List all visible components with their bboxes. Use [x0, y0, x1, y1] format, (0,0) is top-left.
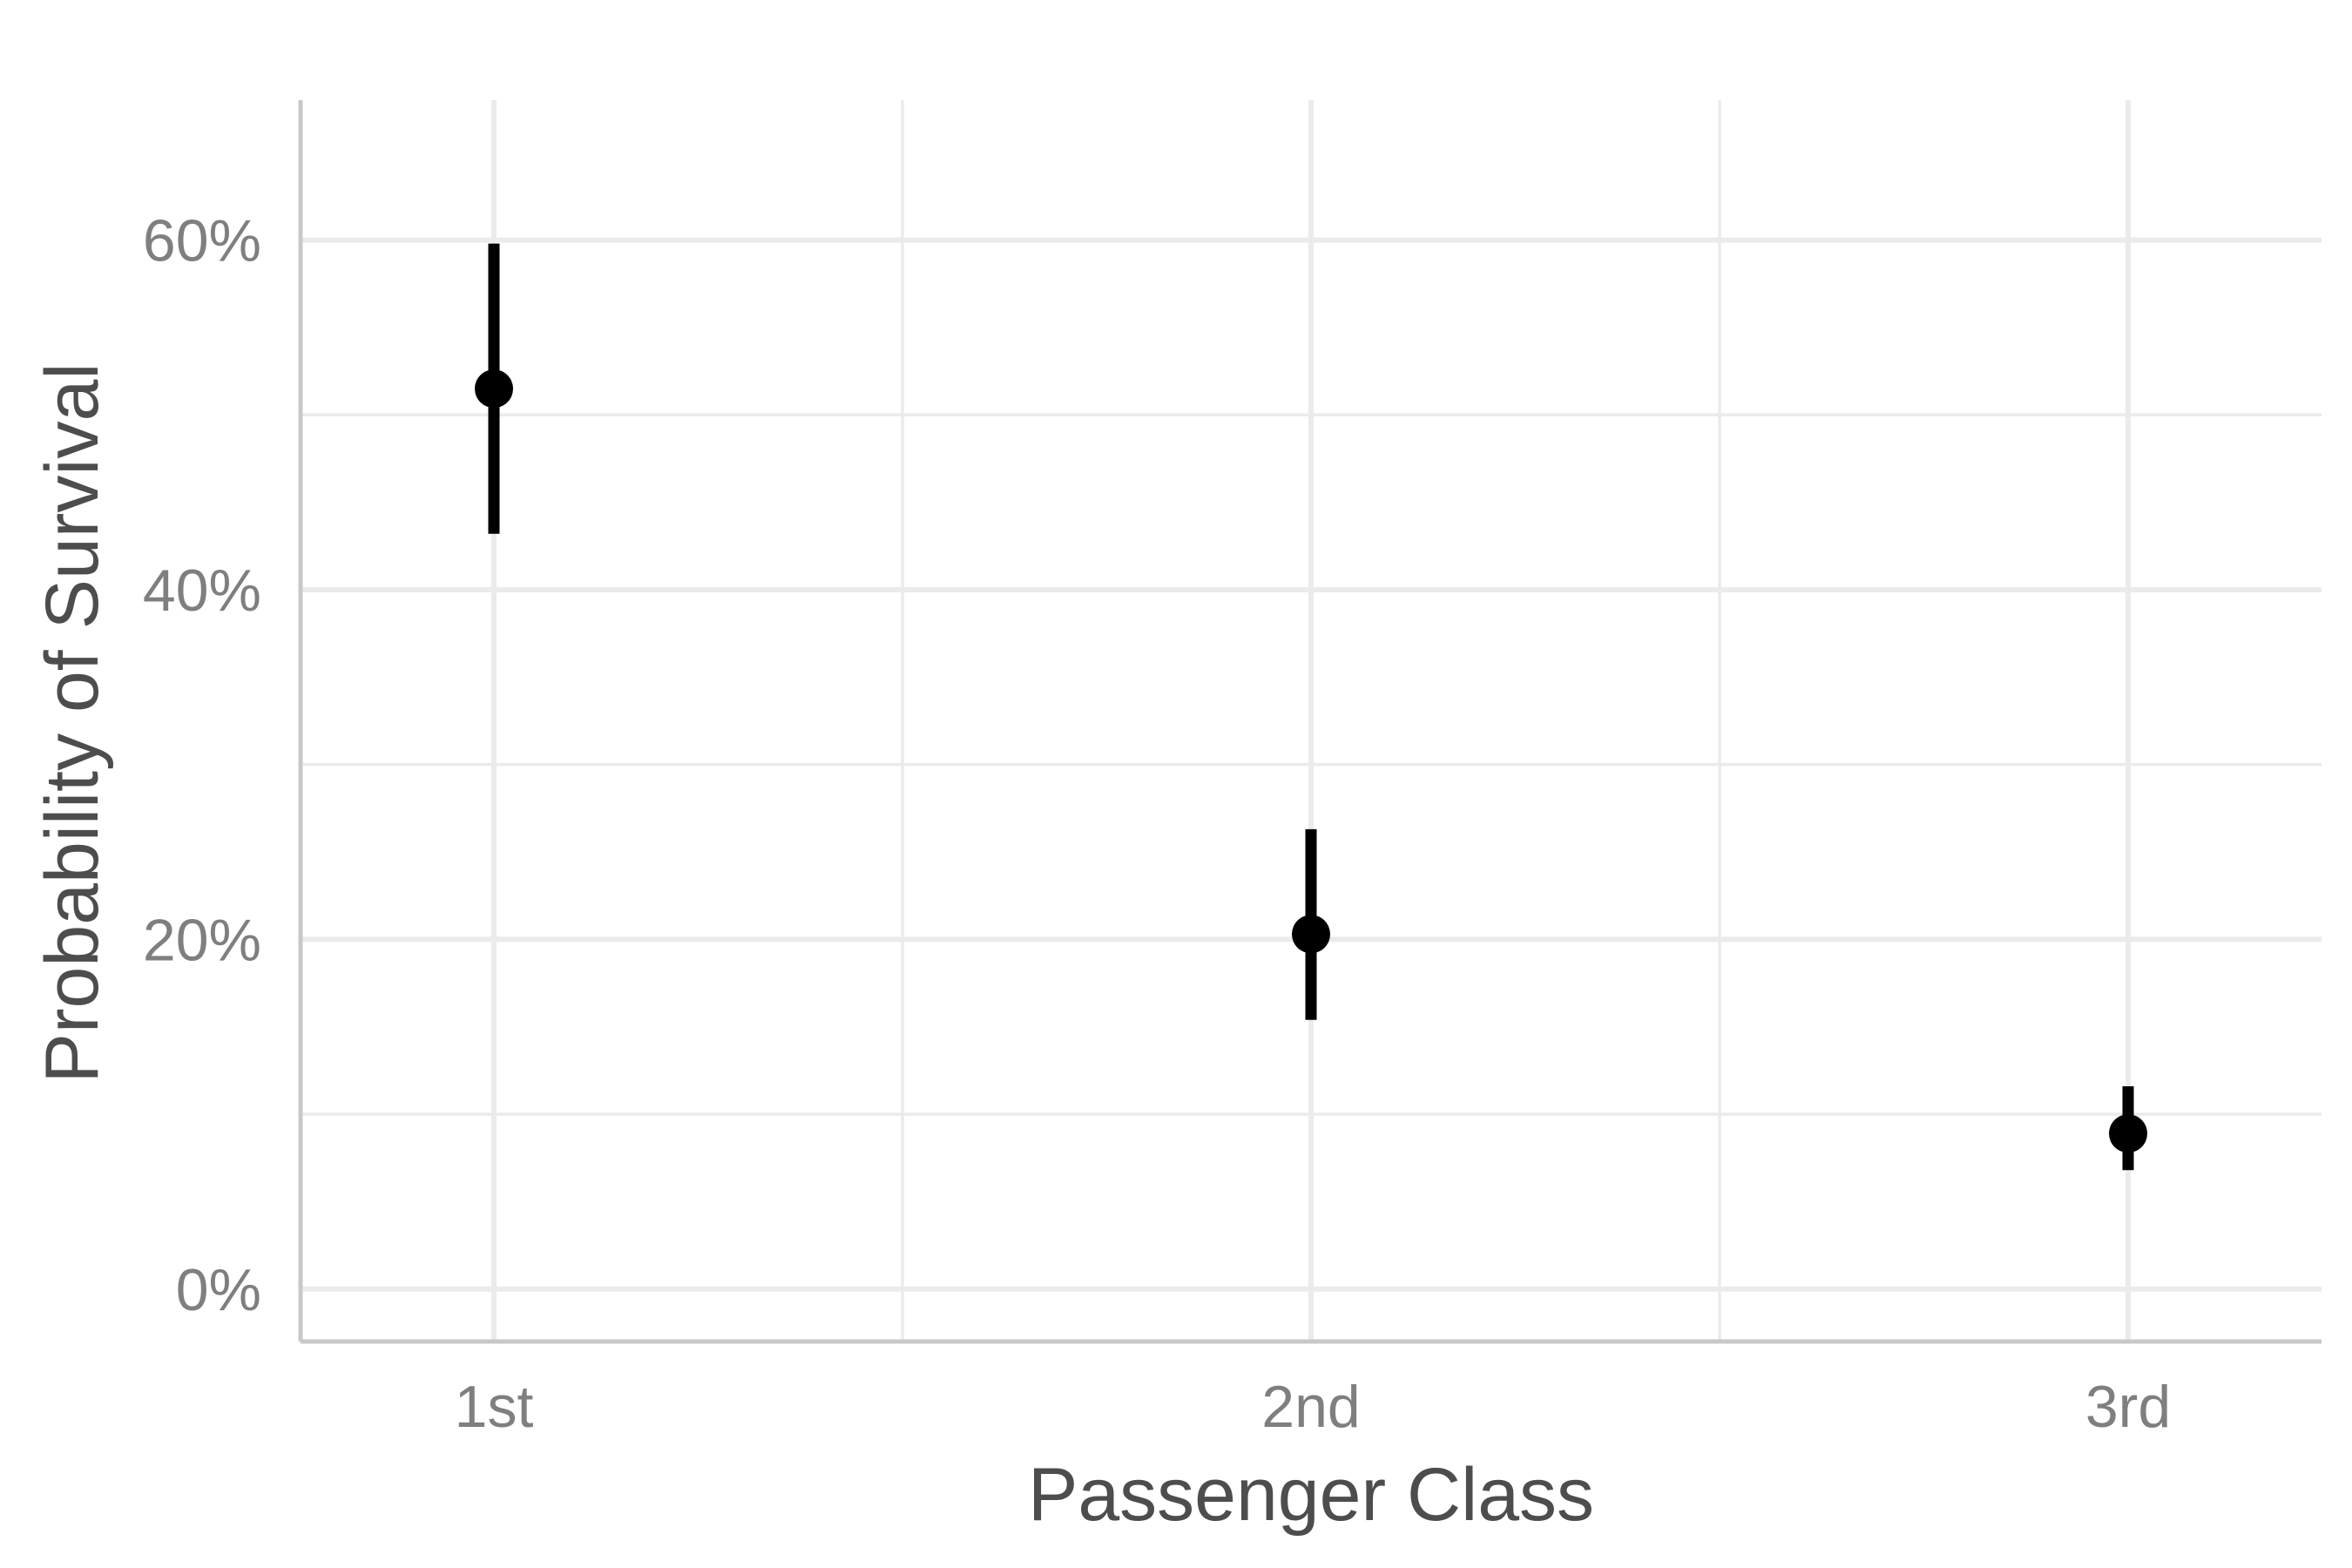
data-point [475, 369, 513, 409]
x-tick-label: 3rd [2085, 1374, 2171, 1440]
y-tick-label: 60% [143, 208, 261, 274]
data-point [2109, 1114, 2147, 1153]
gridlines [301, 100, 2322, 1342]
x-axis-title: Passenger Class [1028, 1453, 1594, 1537]
y-tick-label: 20% [143, 907, 261, 973]
x-tick-label: 2nd [1261, 1374, 1360, 1440]
y-tick-label: 40% [143, 558, 261, 624]
x-tick-label: 1st [455, 1374, 534, 1440]
axes [298, 100, 2322, 1344]
y-tick-label: 0% [176, 1257, 261, 1323]
y-axis-title: Probability of Survival [30, 363, 114, 1084]
y-tick-labels: 0% 20% 40% 60% [143, 208, 261, 1323]
data-point [1292, 915, 1330, 954]
x-tick-labels: 1st 2nd 3rd [455, 1374, 2172, 1440]
data-marks [475, 243, 2147, 1171]
